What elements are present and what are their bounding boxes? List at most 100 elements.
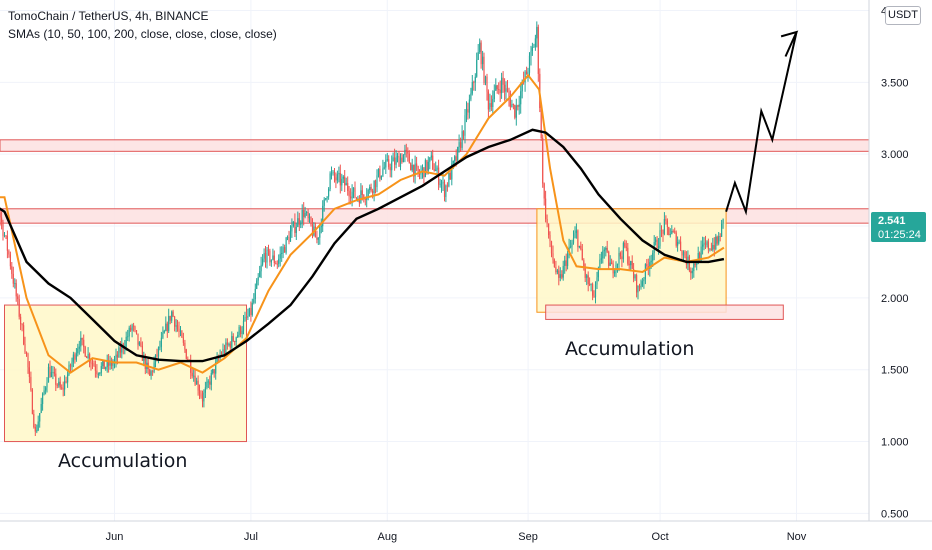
candle-body xyxy=(201,396,204,402)
resistance-zone xyxy=(0,139,870,152)
candle-body xyxy=(231,336,233,348)
candle-body xyxy=(119,347,121,353)
candle-body xyxy=(540,108,542,138)
candle-body xyxy=(581,249,583,261)
candle-body xyxy=(31,389,33,414)
candle-body xyxy=(168,316,170,331)
candle-body xyxy=(509,97,511,108)
candle-body xyxy=(521,81,523,92)
candle-body xyxy=(399,157,402,167)
candle-body xyxy=(407,150,409,154)
candle-body xyxy=(520,91,522,105)
candle-body xyxy=(196,380,198,385)
candle-body xyxy=(599,259,601,268)
candle-body xyxy=(295,227,297,233)
candle-body xyxy=(461,131,463,148)
candle-body xyxy=(30,376,32,390)
candle-body xyxy=(165,323,167,331)
candle-body xyxy=(159,346,161,348)
candle-body xyxy=(241,330,243,335)
candle-body xyxy=(288,237,290,242)
candle-body xyxy=(64,381,66,390)
candle-body xyxy=(244,316,246,321)
candle-body xyxy=(36,430,38,432)
candle-body xyxy=(24,344,26,353)
candle-body xyxy=(674,231,676,233)
candle-body xyxy=(254,288,256,300)
candle-body xyxy=(275,263,277,264)
candle-body xyxy=(672,231,674,232)
price-tick-label: 3.000 xyxy=(881,149,909,161)
candle-body xyxy=(99,372,101,374)
candle-body xyxy=(429,157,431,162)
candle-body xyxy=(704,242,707,246)
candle-body xyxy=(442,181,444,184)
candle-body xyxy=(52,372,54,373)
candle-body xyxy=(162,332,164,338)
candle-body xyxy=(562,265,564,278)
candle-body xyxy=(333,171,336,178)
candle-body xyxy=(382,168,384,176)
candle-body xyxy=(134,326,136,330)
candle-body xyxy=(59,381,61,388)
candle-body xyxy=(671,231,673,234)
candle-body xyxy=(344,176,346,186)
candle-body xyxy=(364,199,366,200)
candle-body xyxy=(394,157,396,165)
candle-body xyxy=(526,71,528,75)
candle-body xyxy=(330,173,333,174)
symbol-title[interactable]: TomoChain / TetherUS, 4h, BINANCE xyxy=(8,9,209,23)
currency-selector[interactable]: USDT xyxy=(885,6,921,25)
candle-body xyxy=(260,264,262,272)
candle-body xyxy=(338,173,340,175)
candle-body xyxy=(372,190,374,194)
candle-body xyxy=(631,261,633,269)
candle-body xyxy=(242,320,245,331)
candle-body xyxy=(94,366,96,371)
candle-body xyxy=(643,279,645,282)
candle-body xyxy=(194,375,196,385)
candle-body xyxy=(524,71,526,83)
candle-body xyxy=(490,103,492,107)
candle-body xyxy=(210,373,212,385)
candle-body xyxy=(593,295,595,298)
candle-body xyxy=(548,223,550,235)
candle-body xyxy=(251,302,253,315)
candle-body xyxy=(294,221,296,233)
indicator-legend[interactable]: SMAs (10, 50, 100, 200, close, close, cl… xyxy=(8,27,277,41)
candle-body xyxy=(583,260,585,268)
candle-body xyxy=(332,171,334,174)
time-axis[interactable]: Jun Jul Aug Sep Oct Nov xyxy=(106,531,807,543)
candle-body xyxy=(285,237,287,253)
candle-body xyxy=(586,275,588,278)
candle-body xyxy=(506,88,509,92)
candle-body xyxy=(345,183,347,186)
candle-body xyxy=(496,85,498,90)
candle-body xyxy=(297,218,299,228)
candle-body xyxy=(23,325,25,345)
candle-body xyxy=(8,250,10,255)
candle-body xyxy=(182,337,184,343)
candle-body xyxy=(596,277,598,285)
candle-body xyxy=(486,76,488,92)
last-price-tag: 2.541 01:25:24 xyxy=(871,212,926,242)
candle-body xyxy=(693,263,695,272)
candle-body xyxy=(546,219,548,224)
candle-body xyxy=(262,258,264,265)
candle-body xyxy=(715,236,717,250)
candle-body xyxy=(542,137,544,184)
candle-body xyxy=(370,187,372,191)
candle-body xyxy=(174,316,176,327)
time-tick-label: Jul xyxy=(244,531,258,543)
accumulation-boxes xyxy=(4,208,784,443)
candle-body xyxy=(454,156,456,161)
candle-body xyxy=(633,268,635,279)
candle-body xyxy=(289,231,292,242)
candle-body xyxy=(71,361,73,367)
time-tick-label: Jun xyxy=(106,531,124,543)
candle-body xyxy=(50,372,52,377)
candle-body xyxy=(58,381,60,386)
candle-body xyxy=(589,284,591,285)
